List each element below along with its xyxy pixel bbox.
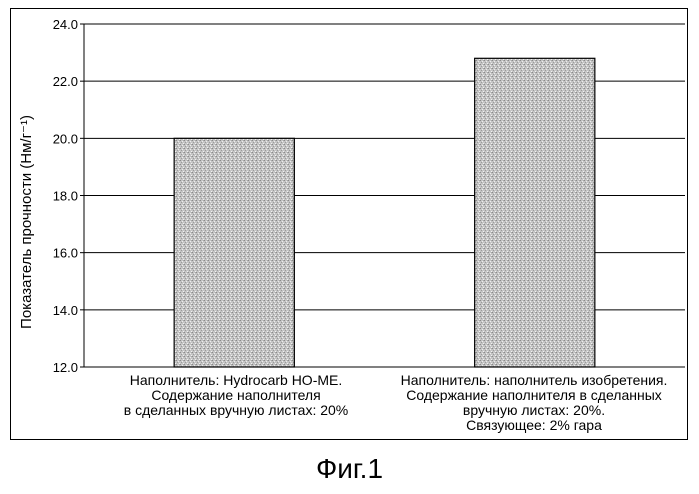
y-tick-label: 14.0 bbox=[53, 303, 78, 318]
x-category-label: Наполнитель: Hydrocarb HO-ME. Содержание… bbox=[86, 373, 386, 418]
y-tick-label: 24.0 bbox=[53, 17, 78, 32]
bar bbox=[174, 138, 294, 367]
y-tick-label: 22.0 bbox=[53, 74, 78, 89]
y-tick-label: 20.0 bbox=[53, 131, 78, 146]
figure-caption: Фиг.1 bbox=[0, 453, 699, 485]
bars bbox=[174, 58, 595, 367]
y-tick-label: 18.0 bbox=[53, 189, 78, 204]
bar bbox=[475, 58, 595, 367]
y-axis-title: Показатель прочности (Нм/г⁻¹) bbox=[18, 115, 35, 329]
x-category-label: Наполнитель: наполнитель изобретения. Со… bbox=[379, 373, 689, 433]
y-tick-labels: 12.0 14.0 16.0 18.0 20.0 22.0 24.0 bbox=[53, 17, 78, 375]
y-tick-label: 12.0 bbox=[53, 360, 78, 375]
y-tick-label: 16.0 bbox=[53, 246, 78, 261]
